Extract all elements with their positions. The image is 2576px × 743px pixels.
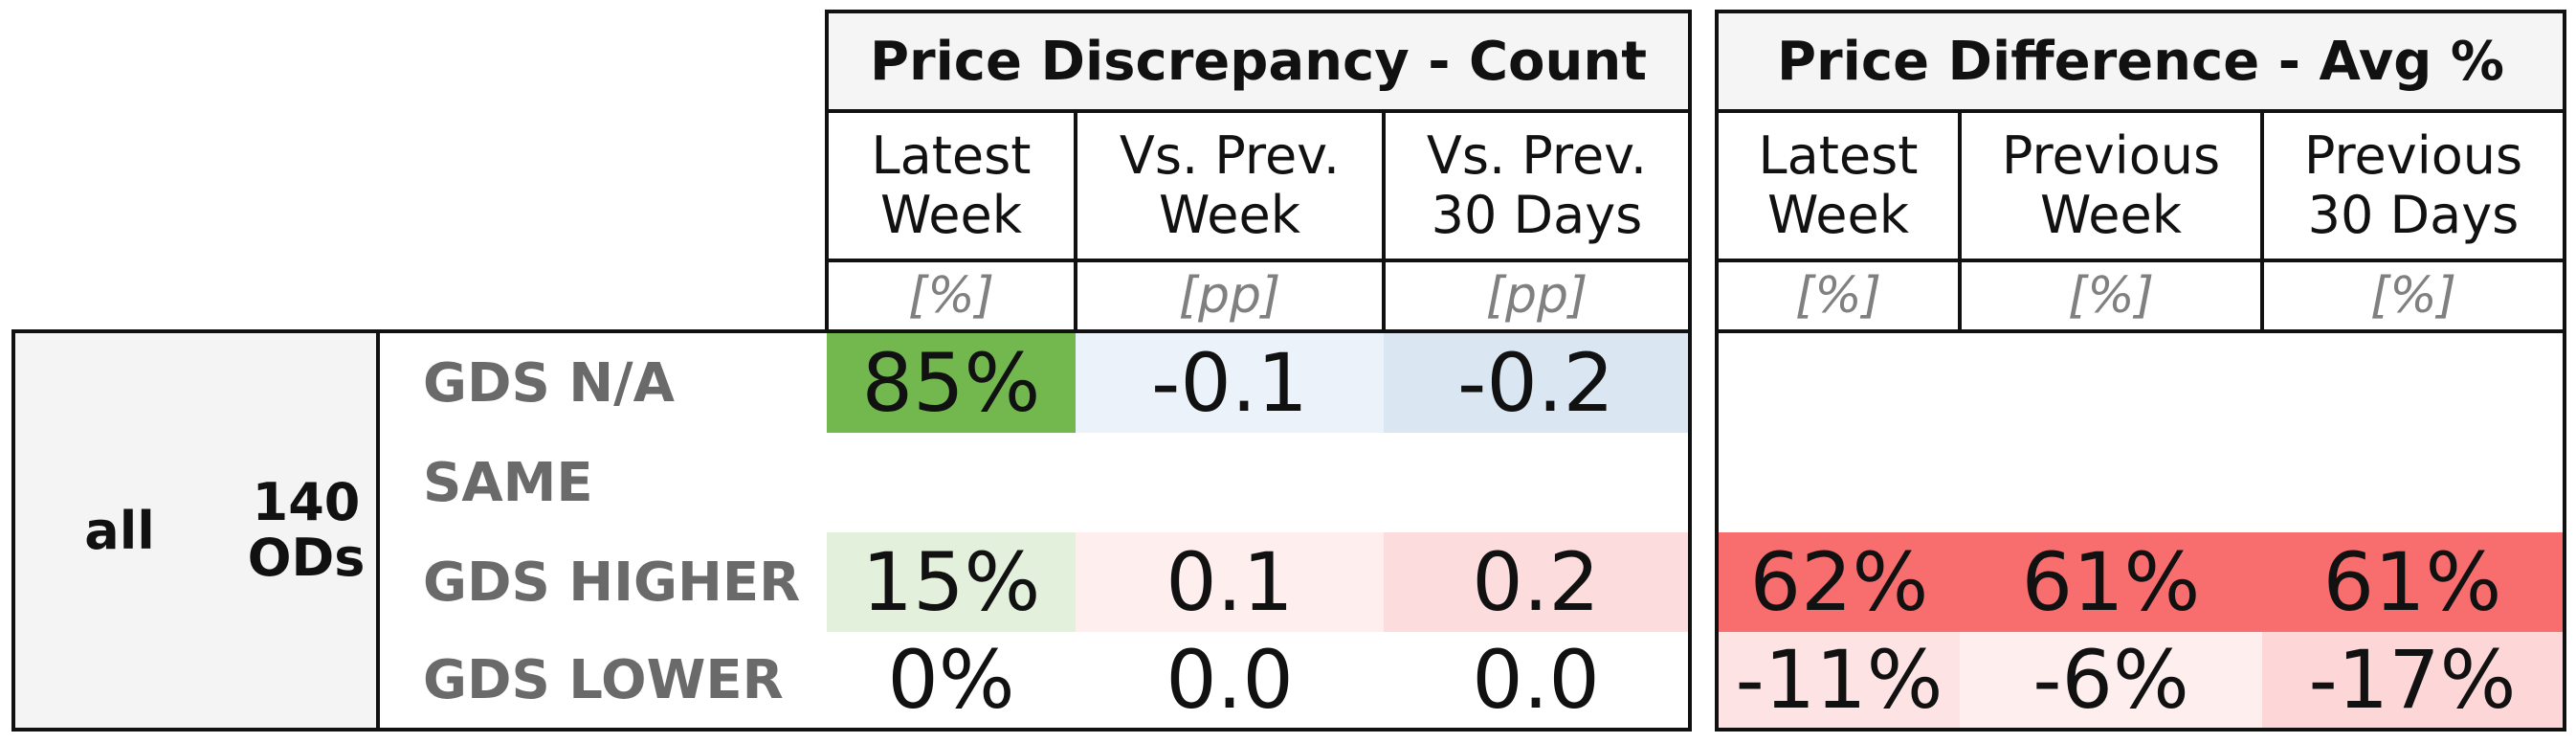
count-cell-gds-lower-latest-week: 0% (827, 632, 1076, 728)
col-unit-count-vs-prev-week: [pp] (1178, 267, 1281, 325)
col-divider-avg-2 (2260, 109, 2264, 333)
count-cell-gds-higher-vs-prev-30-days: 0.2 (1384, 532, 1688, 632)
row-label-same: SAME (423, 451, 593, 514)
avg-cell-gds-lower-latest-week: -11% (1719, 632, 1960, 728)
avg-cell-same-latest-week (1719, 433, 1960, 532)
avg-cell-same-previous-30-days (2262, 433, 2563, 532)
row-label-gds-na: GDS N/A (423, 351, 675, 415)
avg-body-border (1715, 329, 2566, 732)
col-unit-avg-previous-30-days: [%] (2370, 267, 2456, 325)
col-unit-avg-latest-week: [%] (1795, 267, 1881, 325)
count-cell-gds-higher-vs-prev-week: 0.1 (1076, 532, 1384, 632)
count-cell-gds-lower-vs-prev-30-days: 0.0 (1384, 632, 1688, 728)
group-title-avg: Price Difference - Avg % (1715, 10, 2566, 113)
col-divider-count-1 (1074, 109, 1077, 333)
col-divider-count-2 (1382, 109, 1386, 333)
row-label-gds-higher: GDS HIGHER (423, 551, 801, 614)
col-header-count-latest-week: Latest Week (871, 125, 1032, 245)
count-cell-gds-na-latest-week: 85% (827, 333, 1076, 433)
col-unit-count-vs-prev-30-days: [pp] (1485, 267, 1588, 325)
col-header-count-vs-prev-30-days: Vs. Prev. 30 Days (1426, 125, 1648, 245)
count-cell-gds-na-vs-prev-week: -0.1 (1076, 333, 1384, 433)
avg-cell-gds-na-previous-30-days (2262, 333, 2563, 433)
segment-panel (11, 329, 379, 732)
col-header-avg-previous-30-days: Previous 30 Days (2303, 125, 2523, 245)
avg-cell-gds-lower-previous-week: -6% (1960, 632, 2262, 728)
col-unit-count-latest-week: [%] (908, 267, 994, 325)
unit-separator-count (825, 259, 1692, 262)
count-cell-gds-lower-vs-prev-week: 0.0 (1076, 632, 1384, 728)
row-label-gds-lower: GDS LOWER (423, 648, 784, 711)
avg-cell-gds-lower-previous-30-days: -17% (2262, 632, 2563, 728)
count-cell-gds-higher-latest-week: 15% (827, 532, 1076, 632)
col-header-avg-previous-week: Previous Week (2001, 125, 2221, 245)
count-cell-same-vs-prev-30-days (1384, 433, 1688, 532)
col-header-count-vs-prev-week: Vs. Prev. Week (1119, 125, 1341, 245)
col-unit-avg-previous-week: [%] (2068, 267, 2154, 325)
avg-cell-gds-higher-previous-30-days: 61% (2262, 532, 2563, 632)
avg-cell-gds-higher-previous-week: 61% (1960, 532, 2262, 632)
count-cell-gds-na-vs-prev-30-days: -0.2 (1384, 333, 1688, 433)
header-frame-count (825, 109, 1692, 333)
col-divider-avg-1 (1958, 109, 1962, 333)
segment-od-count: 140 ODs (247, 472, 366, 588)
group-title-count: Price Discrepancy - Count (825, 10, 1692, 113)
col-header-avg-latest-week: Latest Week (1758, 125, 1919, 245)
avg-cell-gds-higher-latest-week: 62% (1719, 532, 1960, 632)
avg-cell-same-previous-week (1960, 433, 2262, 532)
count-cell-same-vs-prev-week (1076, 433, 1384, 532)
avg-cell-gds-na-latest-week (1719, 333, 1960, 433)
segment-name: all (84, 500, 155, 561)
segment-divider (376, 329, 380, 732)
count-cell-same-latest-week (827, 433, 1076, 532)
avg-cell-gds-na-previous-week (1960, 333, 2262, 433)
unit-separator-avg (1715, 259, 2566, 262)
